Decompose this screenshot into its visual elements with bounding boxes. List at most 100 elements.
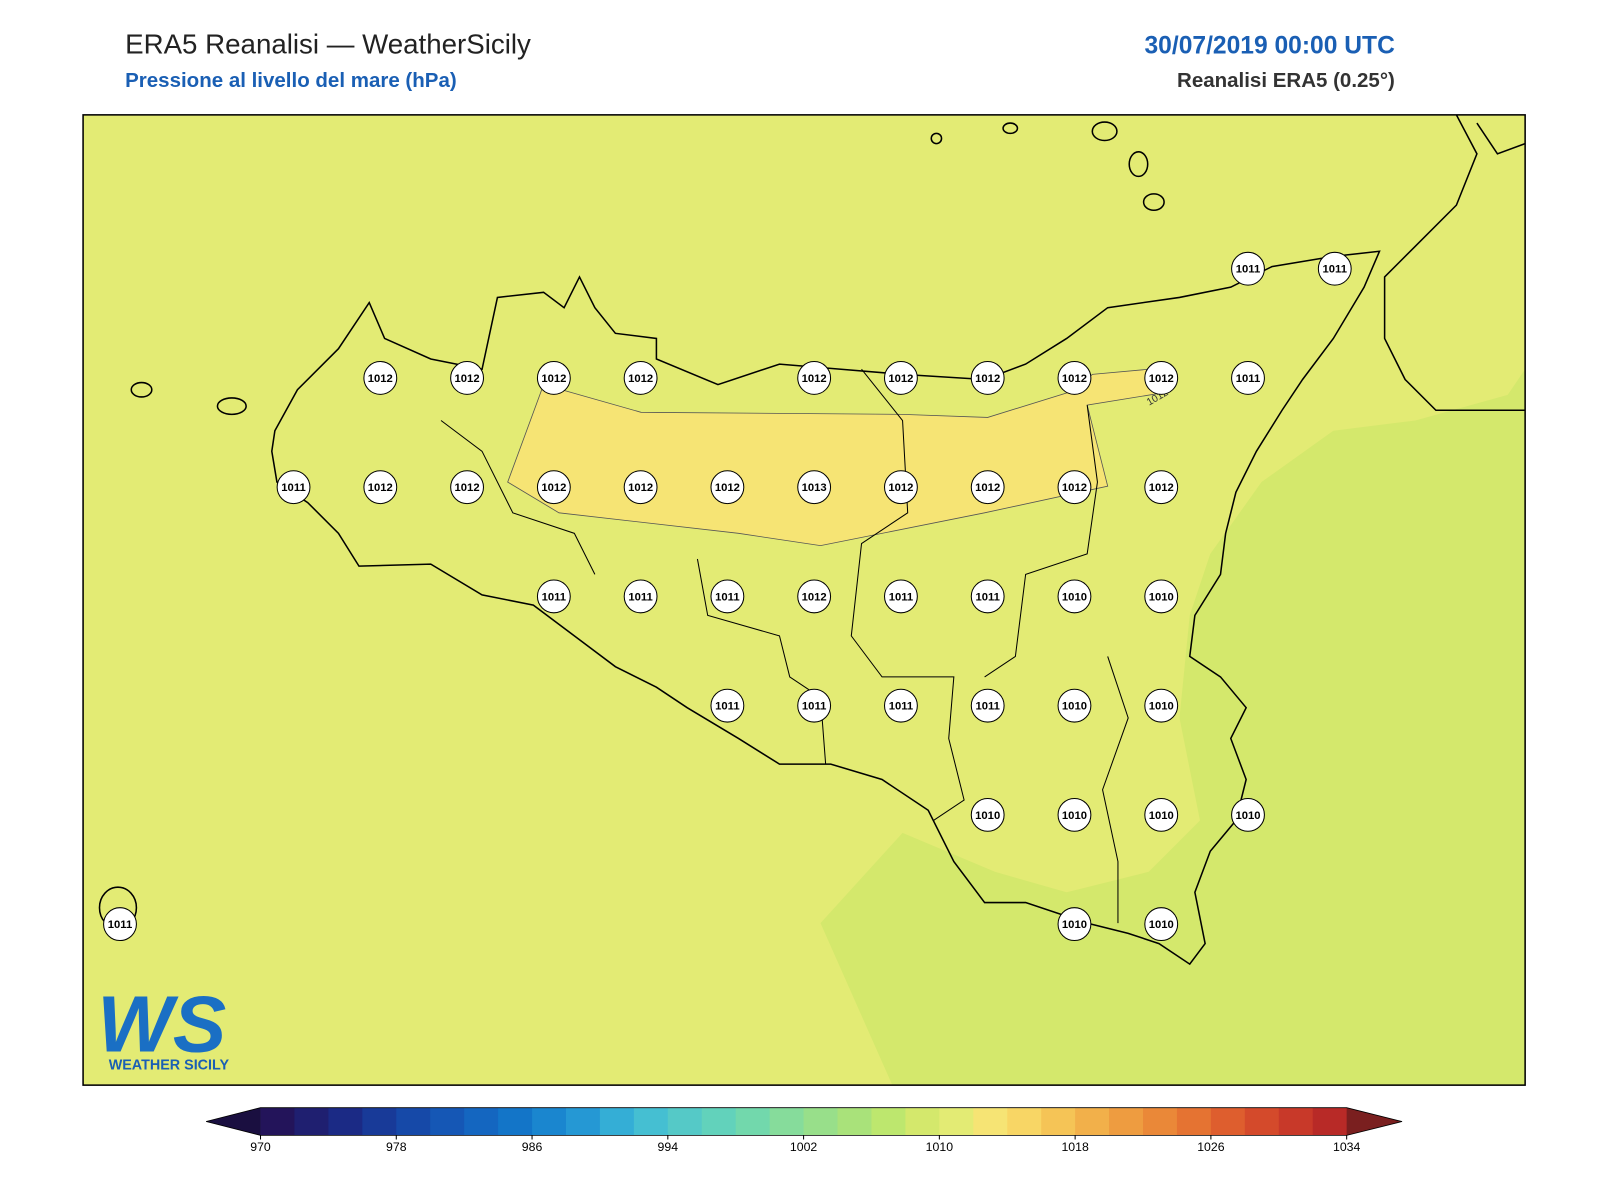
- colorbar-tick-label: 970: [250, 1140, 271, 1154]
- logo-name: WEATHER SICILY: [109, 1058, 230, 1074]
- colorbar-under: [206, 1107, 261, 1136]
- colorbar: 970 978 986 994 1002 1010 1018 1026 1034: [206, 1107, 1403, 1154]
- station-marker: [1057, 579, 1092, 614]
- colorbar-segment: [396, 1107, 431, 1136]
- stations: 1011 1011 1012 1012 1012 1012 1012 1012 1012 1012…: [103, 251, 1352, 942]
- station-marker: [623, 361, 658, 395]
- station-value: 1012: [368, 373, 393, 385]
- colorbar-segment: [837, 1107, 872, 1136]
- station-marker: [1144, 688, 1179, 723]
- station-marker: [1057, 470, 1092, 505]
- station-marker: [1057, 797, 1092, 832]
- station-marker: [710, 579, 745, 614]
- colorbar-segment: [430, 1107, 465, 1136]
- station-value: 1011: [715, 591, 739, 603]
- station-value: 1011: [715, 701, 739, 713]
- colorbar-segment: [939, 1107, 974, 1136]
- station-marker: [1144, 470, 1179, 505]
- station-marker: [884, 470, 918, 505]
- station-value: 1012: [802, 373, 827, 385]
- colorbar-segment: [362, 1107, 397, 1136]
- colorbar-segment: [701, 1107, 737, 1136]
- station-value: 1012: [888, 482, 913, 494]
- date: 30/07/2019 00:00 UTC: [1144, 32, 1395, 59]
- station-marker: [884, 579, 918, 614]
- colorbar-segment: [1109, 1107, 1144, 1136]
- station-marker: [970, 579, 1005, 614]
- title: ERA5 Reanalisi — WeatherSicily: [125, 28, 531, 59]
- station-value: 1012: [628, 373, 653, 385]
- colorbar-segment: [1075, 1107, 1110, 1136]
- colorbar-segment: [260, 1107, 295, 1136]
- station-marker: [623, 579, 658, 614]
- source: Reanalisi ERA5 (0.25°): [1177, 69, 1395, 92]
- station-marker: [1231, 251, 1265, 286]
- station-value: 1010: [1062, 919, 1087, 931]
- station-marker: [1231, 361, 1265, 395]
- station-marker: [797, 688, 832, 723]
- station-marker: [276, 470, 311, 505]
- station-value: 1012: [541, 482, 566, 494]
- colorbar-segment: [633, 1107, 669, 1136]
- colorbar-over: [1346, 1107, 1403, 1136]
- sicily-coast: [271, 250, 1381, 966]
- colorbar-segment: [1176, 1107, 1212, 1136]
- colorbar-segment: [769, 1107, 805, 1136]
- station-value: 1010: [1149, 591, 1174, 603]
- colorbar-segment: [328, 1107, 363, 1136]
- station-marker: [1057, 361, 1092, 395]
- colorbar-segment: [498, 1107, 533, 1136]
- station-value: 1012: [455, 373, 480, 385]
- station-marker: [536, 361, 571, 395]
- station-marker: [1231, 797, 1265, 832]
- station-value: 1012: [715, 482, 740, 494]
- station-marker: [536, 579, 571, 614]
- logo: WS WEATHER SICILY: [97, 979, 229, 1073]
- colorbar-segment: [565, 1107, 601, 1136]
- station-marker: [363, 361, 398, 395]
- colorbar-segment: [294, 1107, 329, 1136]
- station-marker: [1144, 579, 1179, 614]
- station-marker: [970, 361, 1005, 395]
- station-value: 1011: [889, 701, 913, 713]
- station-marker: [884, 688, 918, 723]
- station-marker: [536, 470, 571, 505]
- province-borders: [440, 368, 1129, 924]
- low-pressure-area: [820, 369, 1526, 1086]
- map-frame: [82, 114, 1526, 1086]
- station-value: 1010: [975, 810, 1000, 822]
- station-marker: [1144, 361, 1179, 395]
- station-value: 1011: [975, 591, 999, 603]
- colorbar-segment: [973, 1107, 1008, 1136]
- station-value: 1010: [1149, 919, 1174, 931]
- colorbar-segment: [532, 1107, 567, 1136]
- logo-mark: WS: [97, 979, 226, 1068]
- station-value: 1012: [628, 482, 653, 494]
- station-value: 1010: [1062, 701, 1087, 713]
- station-value: 1011: [281, 482, 305, 494]
- station-value: 1012: [1062, 373, 1087, 385]
- station-marker: [1057, 907, 1092, 942]
- colorbar-tick-label: 1026: [1197, 1140, 1225, 1154]
- colorbar-tick-label: 994: [658, 1140, 679, 1154]
- station-value: 1010: [1062, 591, 1087, 603]
- station-marker: [450, 361, 484, 395]
- station-value: 1011: [1236, 264, 1260, 276]
- station-value: 1010: [1062, 810, 1087, 822]
- station-marker: [970, 470, 1005, 505]
- station-marker: [1144, 907, 1179, 942]
- colorbar-segment: [667, 1107, 703, 1136]
- station-marker: [1317, 251, 1352, 286]
- subtitle: Pressione al livello del mare (hPa): [125, 69, 457, 92]
- station-value: 1012: [1062, 482, 1087, 494]
- station-value: 1013: [802, 482, 827, 494]
- station-value: 1012: [368, 482, 393, 494]
- station-value: 1012: [975, 373, 1000, 385]
- station-marker: [710, 470, 745, 505]
- station-value: 1011: [1236, 373, 1260, 385]
- station-value: 1011: [889, 591, 913, 603]
- station-marker: [710, 688, 745, 723]
- map: 1012 WS WEATHER SICILY: [82, 114, 1526, 1086]
- station-marker: [103, 907, 137, 942]
- station-value: 1012: [541, 373, 566, 385]
